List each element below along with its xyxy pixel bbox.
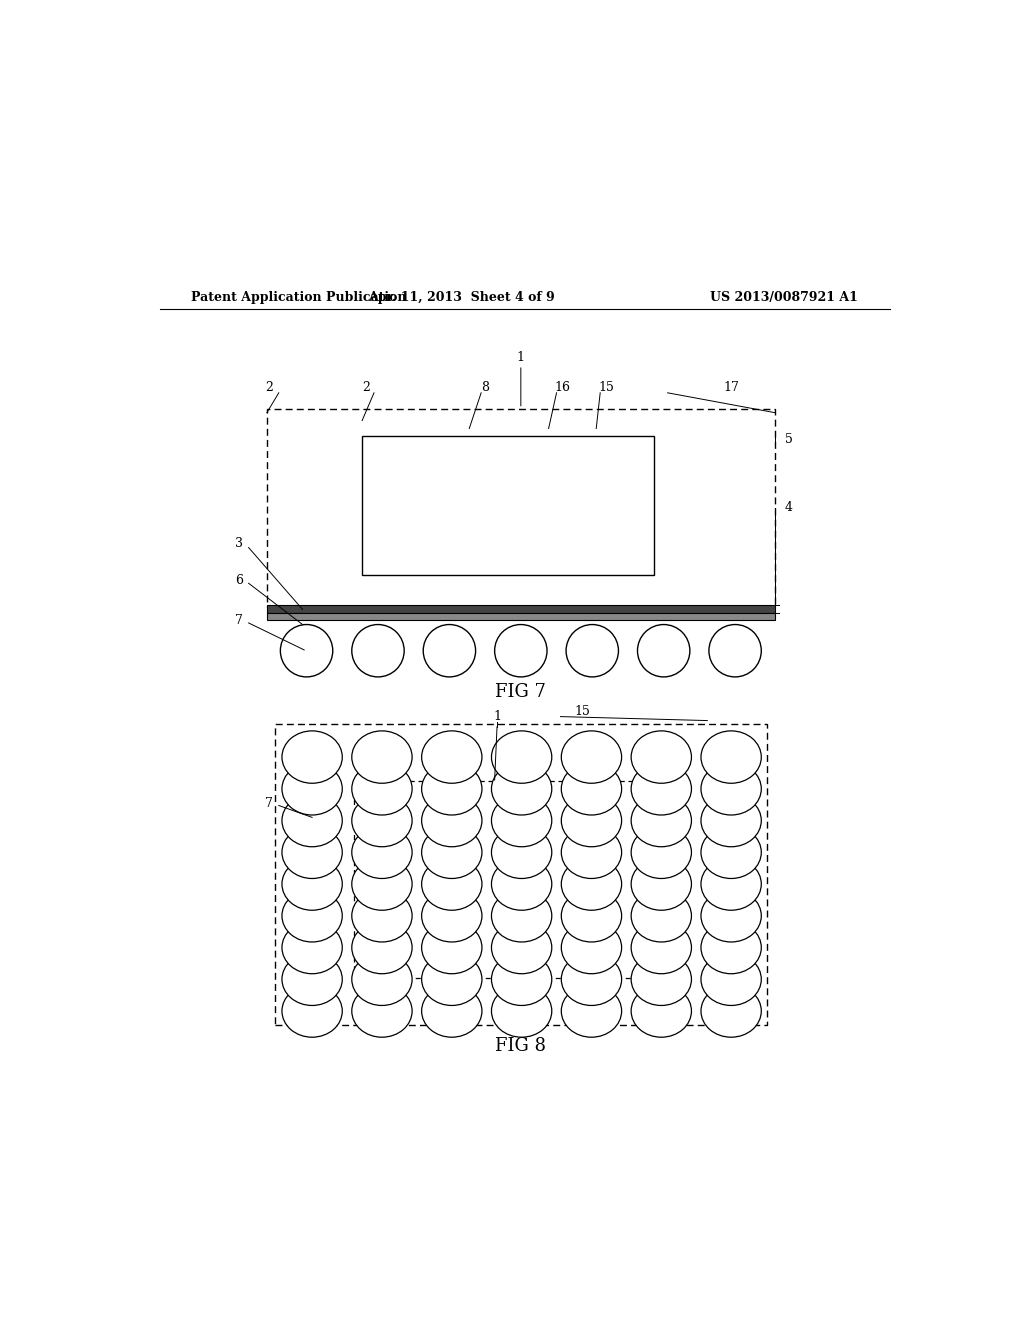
Ellipse shape <box>352 953 412 1006</box>
Ellipse shape <box>561 985 622 1038</box>
Ellipse shape <box>631 858 691 911</box>
Ellipse shape <box>422 985 482 1038</box>
Ellipse shape <box>492 921 552 974</box>
Ellipse shape <box>561 921 622 974</box>
Ellipse shape <box>282 985 342 1038</box>
Ellipse shape <box>422 858 482 911</box>
Ellipse shape <box>709 624 761 677</box>
Ellipse shape <box>561 795 622 846</box>
Ellipse shape <box>422 826 482 879</box>
Ellipse shape <box>631 763 691 814</box>
Ellipse shape <box>701 890 761 942</box>
Ellipse shape <box>282 731 342 783</box>
Text: 5: 5 <box>785 433 793 446</box>
Ellipse shape <box>495 624 547 677</box>
Ellipse shape <box>631 795 691 846</box>
Ellipse shape <box>561 953 622 1006</box>
Text: 16: 16 <box>554 380 570 393</box>
Ellipse shape <box>701 985 761 1038</box>
Ellipse shape <box>282 826 342 879</box>
Ellipse shape <box>561 890 622 942</box>
Ellipse shape <box>492 795 552 846</box>
Bar <box>267 605 775 612</box>
Bar <box>354 781 640 978</box>
Ellipse shape <box>561 731 622 783</box>
Ellipse shape <box>701 826 761 879</box>
Ellipse shape <box>492 953 552 1006</box>
Text: 17: 17 <box>723 380 739 393</box>
Text: US 2013/0087921 A1: US 2013/0087921 A1 <box>711 292 858 304</box>
Text: 2: 2 <box>362 380 370 393</box>
Ellipse shape <box>492 826 552 879</box>
Ellipse shape <box>492 890 552 942</box>
Ellipse shape <box>352 795 412 846</box>
Ellipse shape <box>701 795 761 846</box>
Text: 3: 3 <box>236 537 243 550</box>
Text: 4: 4 <box>785 502 794 515</box>
Ellipse shape <box>631 985 691 1038</box>
Bar <box>267 409 775 607</box>
Ellipse shape <box>352 921 412 974</box>
Ellipse shape <box>492 763 552 814</box>
Ellipse shape <box>422 921 482 974</box>
Ellipse shape <box>631 826 691 879</box>
Ellipse shape <box>282 763 342 814</box>
Text: 1: 1 <box>493 710 501 723</box>
Text: 15: 15 <box>599 380 614 393</box>
Ellipse shape <box>352 985 412 1038</box>
Text: 6: 6 <box>236 574 243 587</box>
Ellipse shape <box>422 890 482 942</box>
Ellipse shape <box>282 795 342 846</box>
Text: 2: 2 <box>265 380 273 393</box>
Ellipse shape <box>631 890 691 942</box>
Ellipse shape <box>561 858 622 911</box>
Bar <box>274 723 767 1026</box>
Ellipse shape <box>282 858 342 911</box>
Ellipse shape <box>561 826 622 879</box>
Ellipse shape <box>281 624 333 677</box>
Ellipse shape <box>352 890 412 942</box>
Ellipse shape <box>701 858 761 911</box>
Ellipse shape <box>352 826 412 879</box>
Bar <box>362 437 654 576</box>
Ellipse shape <box>631 953 691 1006</box>
Ellipse shape <box>422 953 482 1006</box>
Ellipse shape <box>282 890 342 942</box>
Text: 15: 15 <box>574 705 590 718</box>
Ellipse shape <box>701 763 761 814</box>
Text: Patent Application Publication: Patent Application Publication <box>191 292 407 304</box>
Ellipse shape <box>423 624 475 677</box>
Ellipse shape <box>352 624 404 677</box>
Text: 8: 8 <box>481 380 489 393</box>
Ellipse shape <box>492 858 552 911</box>
Ellipse shape <box>638 624 690 677</box>
Ellipse shape <box>631 921 691 974</box>
Ellipse shape <box>561 763 622 814</box>
Text: FIG 7: FIG 7 <box>496 682 546 701</box>
Ellipse shape <box>282 921 342 974</box>
Ellipse shape <box>701 953 761 1006</box>
Ellipse shape <box>422 731 482 783</box>
Text: 7: 7 <box>265 796 273 809</box>
Ellipse shape <box>492 985 552 1038</box>
Ellipse shape <box>422 795 482 846</box>
Bar <box>267 612 775 620</box>
Ellipse shape <box>701 731 761 783</box>
Ellipse shape <box>492 731 552 783</box>
Ellipse shape <box>422 763 482 814</box>
Ellipse shape <box>631 731 691 783</box>
Ellipse shape <box>282 953 342 1006</box>
Ellipse shape <box>352 858 412 911</box>
Text: Apr. 11, 2013  Sheet 4 of 9: Apr. 11, 2013 Sheet 4 of 9 <box>368 292 555 304</box>
Ellipse shape <box>566 624 618 677</box>
Text: 7: 7 <box>236 614 243 627</box>
Ellipse shape <box>352 731 412 783</box>
Ellipse shape <box>701 921 761 974</box>
Text: FIG 8: FIG 8 <box>496 1038 547 1055</box>
Ellipse shape <box>352 763 412 814</box>
Text: 1: 1 <box>517 351 525 363</box>
